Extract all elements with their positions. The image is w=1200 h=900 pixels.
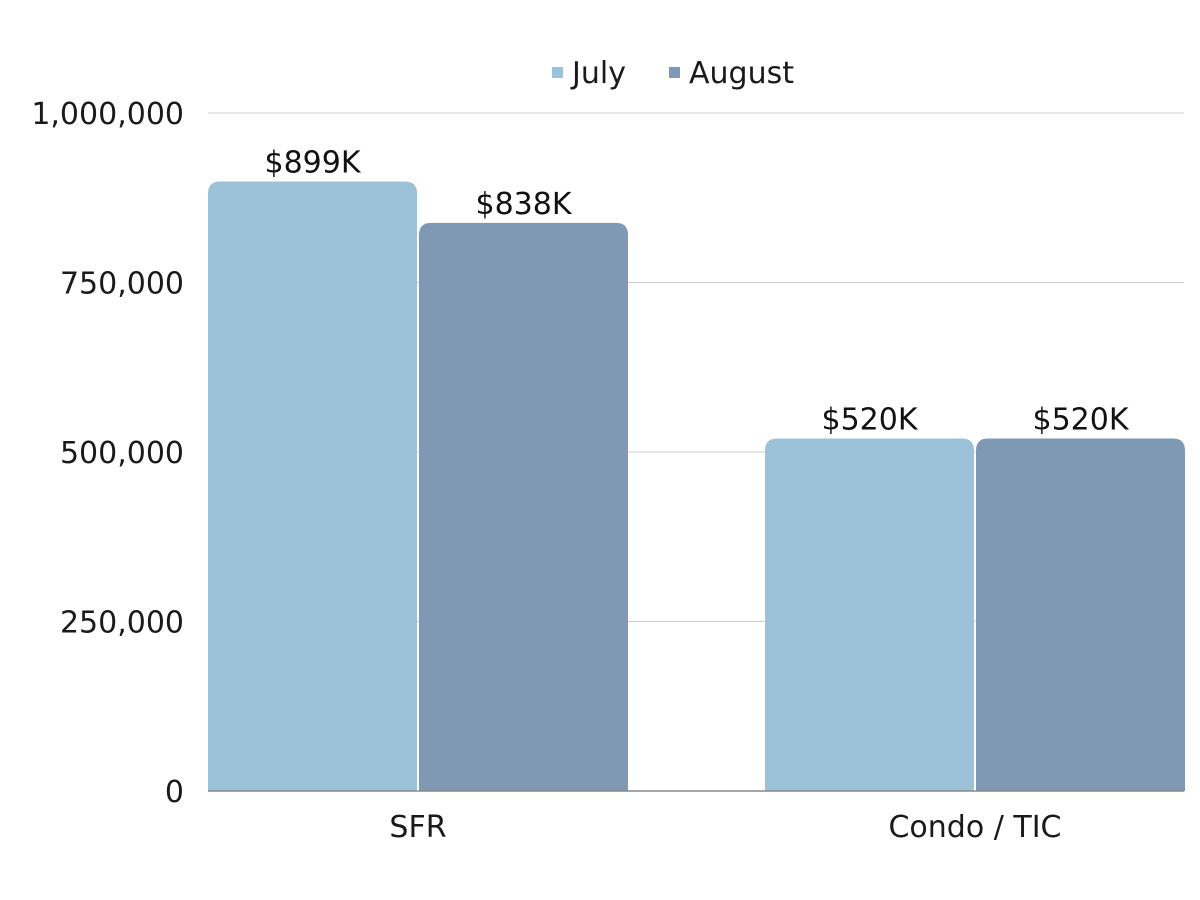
y-tick-label: 500,000	[60, 436, 184, 471]
bar-july-sfr	[208, 181, 417, 791]
bar-august-condo-tic	[976, 438, 1185, 791]
bars	[208, 181, 1185, 791]
legend-swatch-august	[669, 67, 680, 78]
bar-value-label: $520K	[1032, 402, 1129, 437]
bar-value-label: $838K	[475, 187, 572, 222]
axes: 0 250,000 500,000 750,000 1,000,000 SFR Condo …	[31, 97, 1184, 845]
x-category-label: SFR	[389, 810, 446, 845]
legend: July August	[552, 56, 794, 91]
x-category-label: Condo / TIC	[888, 810, 1061, 845]
bar-august-sfr	[419, 222, 628, 791]
bar-value-label: $899K	[264, 145, 361, 180]
bar-value-label: $520K	[821, 402, 918, 437]
y-tick-label: 0	[165, 775, 184, 810]
data-labels: $899K $838K $520K $520K	[264, 145, 1129, 437]
y-tick-label: 1,000,000	[31, 97, 184, 132]
legend-swatch-july	[552, 67, 563, 78]
bar-july-condo-tic	[765, 438, 974, 791]
y-tick-label: 250,000	[60, 606, 184, 641]
legend-label-august: August	[689, 56, 794, 91]
y-tick-label: 750,000	[60, 267, 184, 302]
legend-label-july: July	[570, 56, 626, 91]
